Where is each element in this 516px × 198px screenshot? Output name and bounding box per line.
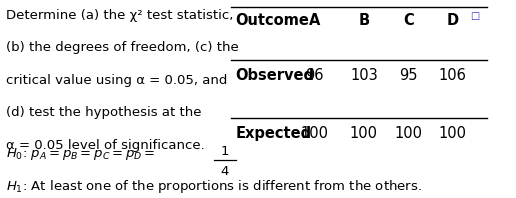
- Text: Expected: Expected: [236, 126, 312, 141]
- Text: D: D: [447, 12, 459, 28]
- Text: 106: 106: [439, 68, 466, 83]
- Text: 4: 4: [221, 165, 229, 178]
- Text: 95: 95: [399, 68, 417, 83]
- Text: C: C: [403, 12, 414, 28]
- Text: 103: 103: [350, 68, 378, 83]
- Text: $H_0$: $p_A = p_B = p_C = p_D =$: $H_0$: $p_A = p_B = p_C = p_D =$: [6, 146, 156, 162]
- Text: Observed: Observed: [236, 68, 315, 83]
- Text: □: □: [470, 11, 479, 21]
- Text: 100: 100: [350, 126, 378, 141]
- Text: 96: 96: [305, 68, 324, 83]
- Text: Outcome: Outcome: [236, 12, 310, 28]
- Text: 100: 100: [439, 126, 466, 141]
- Text: 1: 1: [220, 145, 229, 158]
- Text: A: A: [309, 12, 320, 28]
- Text: B: B: [359, 12, 369, 28]
- Text: 100: 100: [394, 126, 422, 141]
- Text: α = 0.05 level of significance.: α = 0.05 level of significance.: [6, 139, 205, 152]
- Text: Determine (a) the χ² test statistic,: Determine (a) the χ² test statistic,: [6, 9, 234, 22]
- Text: $H_1$: At least one of the proportions is different from the others.: $H_1$: At least one of the proportions i…: [6, 178, 422, 195]
- Text: (b) the degrees of freedom, (c) the: (b) the degrees of freedom, (c) the: [6, 41, 239, 54]
- Text: 100: 100: [301, 126, 329, 141]
- Text: critical value using α = 0.05, and: critical value using α = 0.05, and: [6, 74, 228, 87]
- Text: (d) test the hypothesis at the: (d) test the hypothesis at the: [6, 106, 202, 119]
